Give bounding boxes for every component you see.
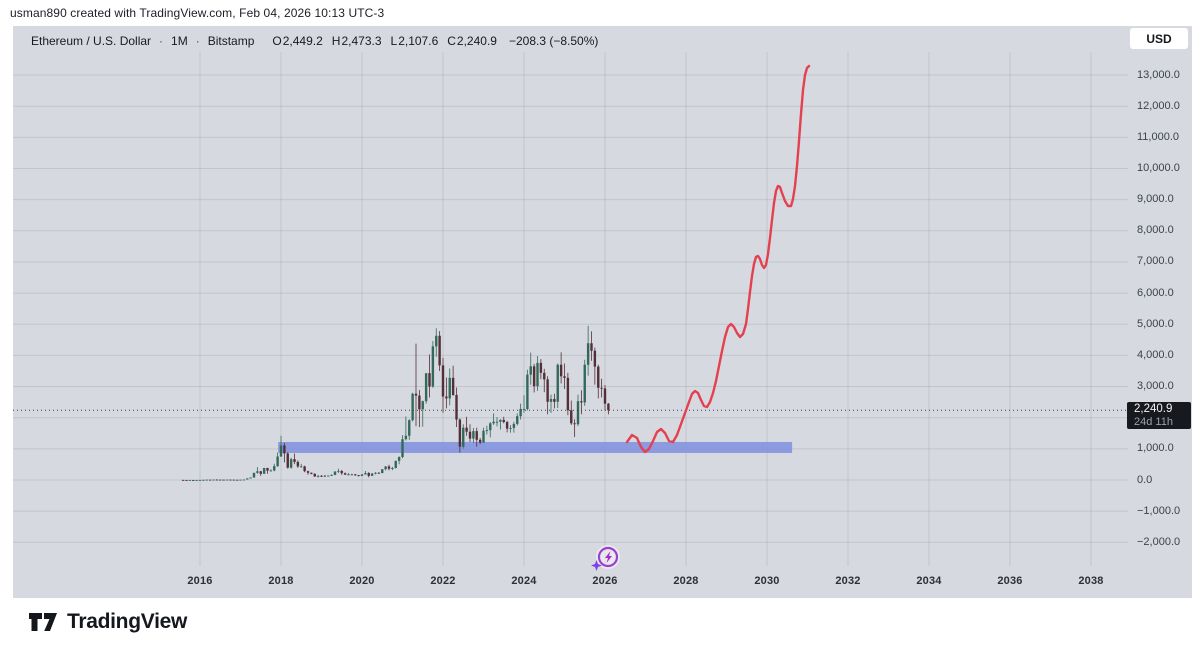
price-axis-label: 4,000.0 <box>1137 348 1174 361</box>
symbol-name[interactable]: Ethereum / U.S. Dollar <box>31 34 152 48</box>
price-axis-label: 0.0 <box>1137 473 1153 486</box>
separator: · <box>195 34 200 48</box>
time-axis-label: 2028 <box>673 575 699 587</box>
high-value: H 2,473.3 <box>331 34 382 48</box>
separator: · <box>159 34 164 48</box>
price-axis[interactable]: 13,000.0 12,000.0 11,000.0 10,000.0 9,000.0 8… <box>1128 52 1192 566</box>
bar-countdown: 24d 11h <box>1134 415 1173 428</box>
lightning-sparkle-icon[interactable] <box>589 544 623 574</box>
last-price-label: 2,240.9 24d 11h <box>1127 401 1191 429</box>
time-axis-label: 2036 <box>997 575 1023 587</box>
price-axis-label: 3,000.0 <box>1137 380 1174 393</box>
open-value: O 2,449.2 <box>272 34 323 48</box>
price-axis-label: −1,000.0 <box>1137 504 1181 517</box>
time-axis-label: 2038 <box>1078 575 1104 587</box>
chart-widget <box>13 26 1192 598</box>
price-axis-label: 5,000.0 <box>1137 317 1174 330</box>
time-axis-label: 2016 <box>187 575 213 587</box>
price-axis-label: −2,000.0 <box>1137 535 1181 548</box>
tradingview-logo[interactable]: TradingView <box>28 605 187 639</box>
tradingview-logo-text: TradingView <box>67 610 188 633</box>
price-axis-label: 12,000.0 <box>1137 99 1180 112</box>
time-axis-label: 2026 <box>592 575 618 587</box>
price-axis-label: 9,000.0 <box>1137 193 1174 206</box>
candles-layer <box>181 325 610 481</box>
price-axis-label: 10,000.0 <box>1137 162 1180 174</box>
currency-unit-button[interactable]: USD <box>1130 28 1188 49</box>
time-axis-label: 2020 <box>349 575 375 587</box>
price-axis-label: 6,000.0 <box>1137 286 1174 299</box>
time-axis-label: 2024 <box>511 575 537 587</box>
time-axis-label: 2032 <box>835 575 861 587</box>
prediction-line-drawing[interactable] <box>625 64 811 454</box>
last-price-value: 2,240.9 <box>1134 402 1173 415</box>
time-axis-label: 2022 <box>430 575 456 587</box>
price-axis-label: 8,000.0 <box>1137 224 1174 237</box>
close-value: C 2,240.9 <box>447 34 497 48</box>
ohlc-values: O 2,449.2 H 2,473.3 L 2,107.6 C 2,240.9 <box>272 34 497 48</box>
bolt-glyph <box>605 551 612 563</box>
time-axis[interactable]: 2016 2018 2020 2022 2024 2026 2028 2030 2032 2034… <box>13 566 1128 598</box>
price-axis-label: 7,000.0 <box>1137 255 1174 268</box>
interval-label[interactable]: 1M <box>171 34 188 48</box>
low-value: L 2,107.6 <box>390 34 439 48</box>
time-axis-label: 2034 <box>916 575 942 587</box>
change-value: −208.3 (−8.50%) <box>508 34 599 48</box>
support-zone-drawing[interactable] <box>278 441 793 453</box>
price-axis-label: 11,000.0 <box>1137 130 1180 143</box>
attribution-text: usman890 created with TradingView.com, F… <box>10 6 385 20</box>
chart-legend: Ethereum / U.S. Dollar · 1M · Bitstamp O… <box>13 30 1123 52</box>
grid-lines <box>13 52 1128 566</box>
price-axis-label: 1,000.0 <box>1137 442 1174 455</box>
exchange-label[interactable]: Bitstamp <box>207 34 255 48</box>
time-axis-label: 2018 <box>268 575 294 587</box>
tradingview-logo-mark <box>29 613 57 631</box>
price-axis-label: 13,000.0 <box>1137 68 1180 81</box>
sparkle-glyph <box>591 560 602 571</box>
time-axis-label: 2030 <box>754 575 780 587</box>
